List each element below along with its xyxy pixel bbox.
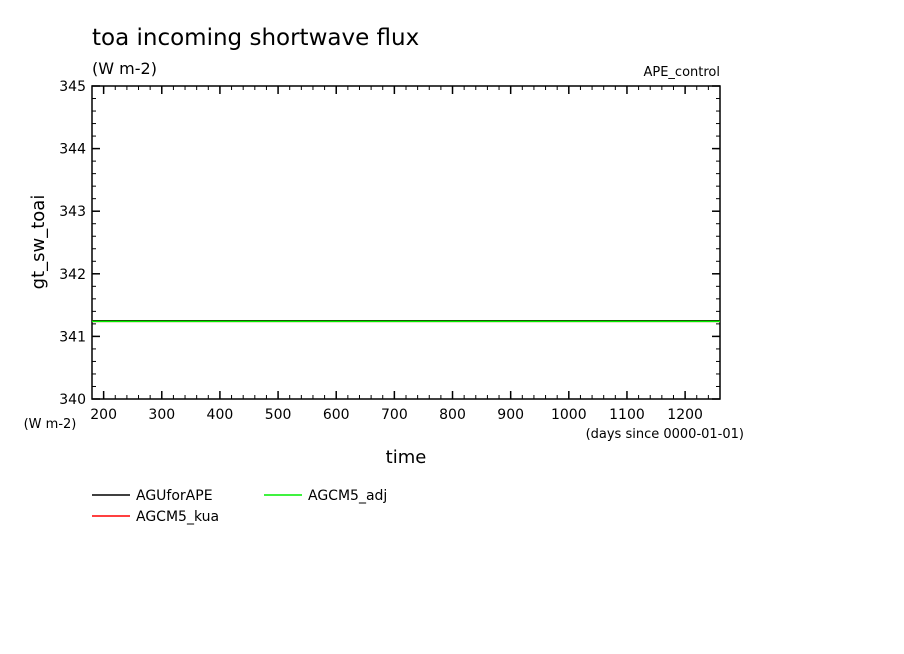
y-tick-label: 340	[59, 392, 86, 408]
x-axis-label: time	[386, 447, 427, 468]
x-tick-label: 800	[439, 407, 466, 423]
x-tick-label: 900	[497, 407, 524, 423]
x-tick-label: 700	[381, 407, 408, 423]
plot-frame	[91, 85, 721, 400]
y-axis-label: gt_sw_toai	[28, 195, 49, 290]
minor-ticks	[92, 85, 721, 400]
x-axis-units: (days since 0000-01-01)	[586, 427, 744, 442]
y-tick-label: 344	[59, 142, 86, 158]
x-tick-label: 600	[323, 407, 350, 423]
y-tick-label: 341	[59, 329, 86, 345]
legend: AGUforAPE AGCM5_kua AGCM5_adj	[92, 488, 387, 525]
y-tick-label: 342	[59, 267, 86, 283]
x-tick-label: 400	[207, 407, 234, 423]
x-tick-label: 1200	[667, 407, 703, 423]
x-tick-label: 500	[265, 407, 292, 423]
y-tick-label: 345	[59, 79, 86, 95]
x-tick-label: 200	[90, 407, 117, 423]
series-lines	[92, 319, 720, 323]
title-units: (W m-2)	[92, 59, 157, 78]
legend-label-aguforape: AGUforAPE	[136, 488, 213, 504]
x-axis-ticks: 200 300 400 500 600 700 800 900 1000 1100 1200	[90, 86, 703, 423]
experiment-label: APE_control	[643, 65, 720, 80]
legend-label-agcm5-adj: AGCM5_adj	[308, 488, 387, 504]
x-tick-label: 1100	[609, 407, 645, 423]
y-axis-units: (W m-2)	[24, 417, 77, 432]
y-tick-label: 343	[59, 204, 86, 220]
legend-label-agcm5-kua: AGCM5_kua	[136, 509, 219, 525]
y-axis-ticks: 340 341 342 343 344 345	[59, 79, 720, 408]
x-tick-label: 300	[148, 407, 175, 423]
chart-title: toa incoming shortwave flux	[92, 25, 419, 51]
x-tick-label: 1000	[551, 407, 587, 423]
